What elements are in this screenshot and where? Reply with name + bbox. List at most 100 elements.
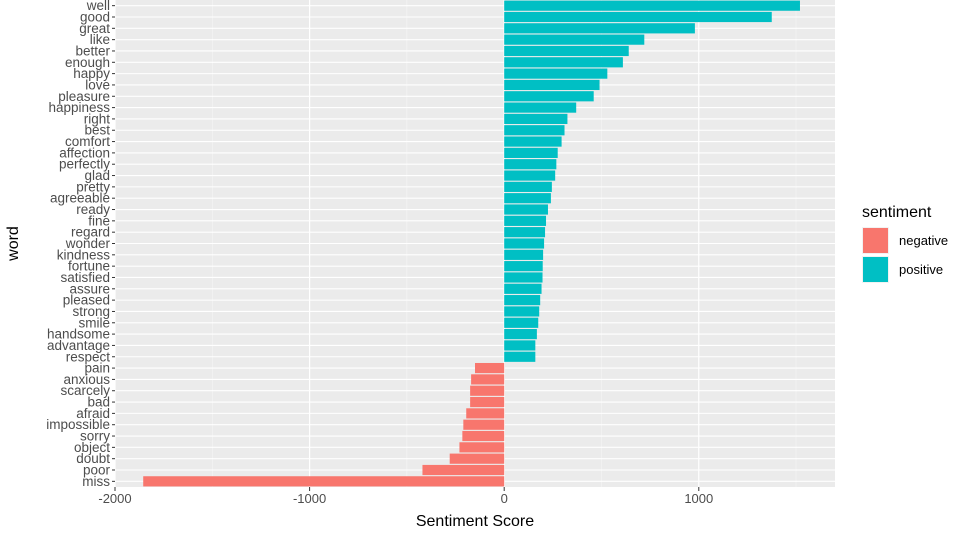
y-tick-label: miss: [82, 474, 110, 489]
bar-satisfied: [504, 272, 543, 283]
bar-poor: [422, 464, 505, 476]
bar-fortune: [504, 261, 543, 272]
bar-affection: [504, 147, 558, 158]
bar-wonder: [504, 238, 545, 249]
y-tick-label: pleasure: [58, 89, 110, 104]
bar-kindness: [504, 249, 544, 260]
bar-right: [504, 113, 568, 125]
y-tick-label: good: [80, 9, 110, 24]
legend-swatch-negative: [863, 228, 888, 253]
y-tick-label: assure: [69, 281, 110, 296]
bars: [143, 0, 800, 487]
bar-agreeable: [504, 193, 551, 204]
y-tick-label: fortune: [68, 259, 110, 274]
bar-handsome: [504, 329, 537, 340]
bar-ready: [504, 204, 548, 215]
bar-glad: [504, 170, 556, 181]
y-tick-label: pain: [84, 361, 110, 376]
bar-scarcely: [470, 385, 505, 396]
bar-strong: [504, 306, 540, 317]
y-tick-label: like: [90, 32, 110, 47]
y-tick-label: happy: [73, 66, 110, 81]
y-tick-label: agreeable: [50, 191, 110, 206]
y-tick-label: affection: [59, 145, 110, 160]
bar-well: [504, 0, 800, 11]
y-tick-label: strong: [72, 304, 110, 319]
bar-perfectly: [504, 159, 557, 170]
y-tick-label: regard: [71, 225, 110, 240]
y-tick-label: wonder: [65, 236, 111, 251]
y-tick-label: better: [75, 43, 110, 58]
y-tick-label: perfectly: [59, 157, 110, 172]
bar-happiness: [504, 102, 577, 113]
y-axis-ticks: wellgoodgreatlikebetterenoughhappylovepl…: [46, 0, 115, 489]
y-tick-label: enough: [65, 55, 110, 70]
bar-object: [459, 442, 505, 453]
bar-impossible: [463, 419, 505, 430]
bar-great: [504, 23, 695, 34]
y-tick-label: sorry: [80, 429, 110, 444]
bar-regard: [504, 227, 546, 238]
bar-love: [504, 79, 600, 91]
bar-assure: [504, 283, 542, 294]
y-tick-label: advantage: [47, 338, 110, 353]
y-tick-label: pleased: [63, 293, 110, 308]
y-tick-label: satisfied: [60, 270, 110, 285]
y-tick-label: afraid: [76, 406, 110, 421]
bar-pleasure: [504, 91, 594, 102]
y-tick-label: great: [79, 21, 110, 36]
bar-bad: [470, 396, 505, 408]
y-axis-label: word: [5, 226, 22, 262]
y-tick-label: well: [86, 0, 110, 13]
bar-fine: [504, 215, 547, 226]
y-tick-label: handsome: [47, 327, 110, 342]
y-tick-label: poor: [83, 463, 111, 478]
bar-anxious: [471, 374, 505, 385]
bar-happy: [504, 68, 608, 79]
x-tick-label: 1000: [684, 491, 713, 506]
x-axis-label: Sentiment Score: [416, 513, 534, 530]
bar-smile: [504, 317, 539, 328]
bar-doubt: [449, 453, 505, 464]
y-tick-label: best: [84, 123, 110, 138]
y-tick-label: love: [85, 77, 110, 92]
y-tick-label: object: [74, 440, 110, 455]
y-tick-label: kindness: [57, 247, 111, 262]
y-tick-label: fine: [88, 213, 110, 228]
y-tick-label: doubt: [76, 451, 110, 466]
y-tick-label: bad: [87, 395, 110, 410]
bar-like: [504, 34, 645, 45]
bar-comfort: [504, 136, 562, 147]
y-tick-label: scarcely: [60, 383, 110, 398]
legend-title: sentiment: [862, 204, 932, 221]
y-tick-label: pretty: [76, 179, 110, 194]
y-tick-label: happiness: [48, 100, 110, 115]
bar-good: [504, 11, 772, 23]
legend: sentiment negative positive: [862, 204, 948, 283]
legend-label-negative: negative: [899, 233, 948, 248]
y-tick-label: right: [84, 111, 111, 126]
legend-label-positive: positive: [899, 262, 943, 277]
x-tick-label: -1000: [293, 491, 326, 506]
y-tick-label: glad: [84, 168, 110, 183]
legend-swatch-positive: [863, 257, 888, 282]
bar-enough: [504, 57, 623, 68]
x-axis-ticks: -2000 -1000 0 1000: [98, 487, 713, 506]
y-tick-label: anxious: [63, 372, 110, 387]
y-tick-label: comfort: [65, 134, 110, 149]
bar-best: [504, 125, 565, 136]
bar-better: [504, 45, 629, 57]
bar-pain: [475, 362, 505, 374]
x-tick-label: 0: [501, 491, 508, 506]
bar-pretty: [504, 181, 552, 192]
bar-advantage: [504, 340, 536, 351]
bar-sorry: [462, 430, 505, 442]
bar-afraid: [466, 408, 505, 419]
bar-miss: [143, 476, 505, 487]
y-tick-label: impossible: [46, 417, 110, 432]
y-tick-label: smile: [78, 315, 110, 330]
bar-pleased: [504, 295, 541, 306]
y-tick-label: ready: [76, 202, 110, 217]
y-tick-label: respect: [66, 349, 111, 364]
